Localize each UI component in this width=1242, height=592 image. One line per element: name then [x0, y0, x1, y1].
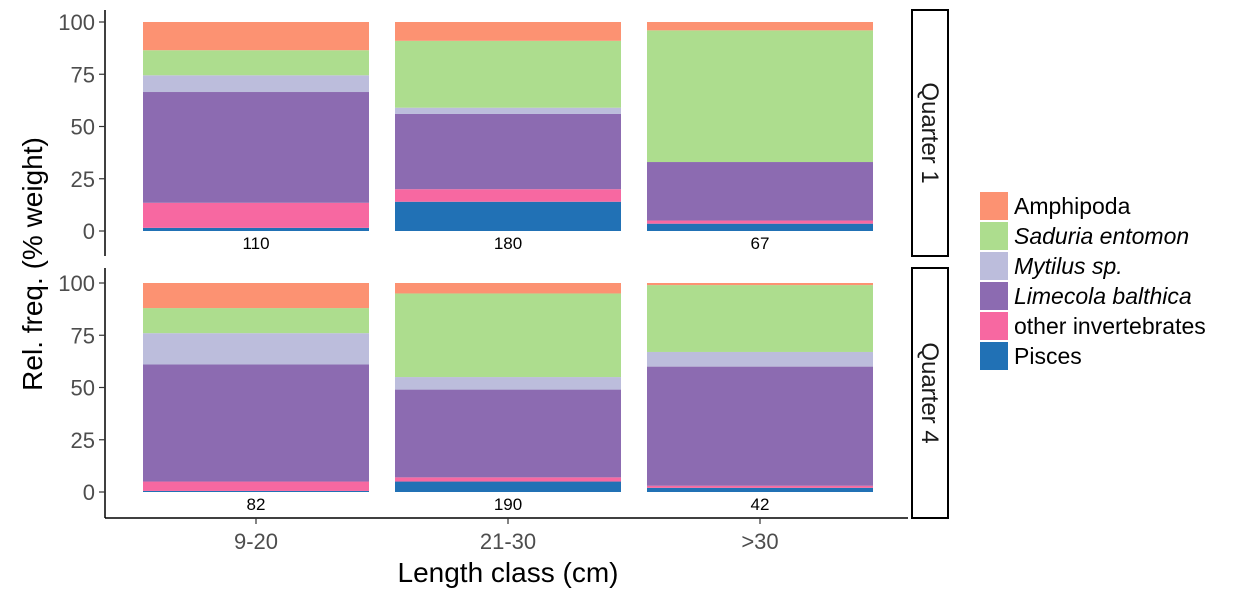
- bar-segment-other-invertebrates-quarter-4-9-20: [143, 481, 369, 491]
- bar-segment-other-invertebrates-quarter-4-21-30: [395, 477, 621, 482]
- legend-item-limecola-balthica: Limecola balthica: [980, 282, 1192, 310]
- x-tick-label: 9-20: [234, 529, 278, 554]
- legend-item-pisces: Pisces: [980, 342, 1082, 370]
- y-tick-label: 75: [71, 323, 95, 348]
- legend-label: Pisces: [1014, 343, 1082, 369]
- count-label: 67: [751, 234, 770, 253]
- bar-segment-pisces-quarter-1-30: [647, 223, 873, 231]
- bar-segment-pisces-quarter-4-21-30: [395, 481, 621, 492]
- legend-label: other invertebrates: [1014, 313, 1206, 339]
- legend-item-mytilus-sp: Mytilus sp.: [980, 252, 1123, 280]
- legend: Amphipoda Saduria entomon Mytilus sp. Limec…: [980, 192, 1206, 370]
- bar-segment-limecola-balthica-quarter-1-21-30: [395, 113, 621, 190]
- bar-segment-other-invertebrates-quarter-1-9-20: [143, 202, 369, 228]
- legend-swatch: [980, 312, 1008, 340]
- bar-segment-saduria-entomon-quarter-4-30: [647, 285, 873, 352]
- legend-swatch: [980, 282, 1008, 310]
- bar-segment-other-invertebrates-quarter-1-30: [647, 220, 873, 224]
- bar-segment-pisces-quarter-1-21-30: [395, 201, 621, 231]
- count-label: 180: [494, 234, 522, 253]
- legend-swatch: [980, 252, 1008, 280]
- facet-panels: 0 25 50 75 100 110 180 67 Quarter 1 0 25 50 75 100 82 1…: [58, 9, 949, 519]
- legend-item-other-invertebrates: other invertebrates: [980, 312, 1206, 340]
- legend-item-amphipoda: Amphipoda: [980, 192, 1131, 220]
- bar-segment-amphipoda-quarter-1-30: [647, 22, 873, 31]
- bar-segment-amphipoda-quarter-4-21-30: [395, 283, 621, 294]
- count-label: 82: [247, 495, 266, 514]
- legend-label: Limecola balthica: [1014, 283, 1192, 309]
- bar-segment-mytilus-sp-quarter-4-21-30: [395, 377, 621, 390]
- panel-quarter-4: 0 25 50 75 100 82 190 42 Quarter 4: [58, 267, 949, 519]
- bar-segment-mytilus-sp-quarter-1-9-20: [143, 75, 369, 93]
- bar-segment-saduria-entomon-quarter-4-21-30: [395, 293, 621, 378]
- y-tick-label: 100: [58, 271, 95, 296]
- y-tick-label: 75: [71, 62, 95, 87]
- bar-segment-mytilus-sp-quarter-1-21-30: [395, 107, 621, 114]
- y-tick-label: 0: [83, 219, 95, 244]
- y-tick-label: 25: [71, 428, 95, 453]
- bar-segment-other-invertebrates-quarter-4-30: [647, 485, 873, 488]
- bar-segment-amphipoda-quarter-4-30: [647, 283, 873, 286]
- x-tick-label: 21-30: [480, 529, 536, 554]
- bar-segment-pisces-quarter-1-9-20: [143, 227, 369, 231]
- bar-segment-saduria-entomon-quarter-1-9-20: [143, 50, 369, 76]
- legend-swatch: [980, 342, 1008, 370]
- bar-segment-saduria-entomon-quarter-4-9-20: [143, 308, 369, 334]
- bar-segment-limecola-balthica-quarter-4-21-30: [395, 389, 621, 478]
- bar-segment-amphipoda-quarter-4-9-20: [143, 283, 369, 309]
- y-tick-label: 100: [58, 10, 95, 35]
- facet-strip: [911, 267, 949, 519]
- bar-segment-limecola-balthica-quarter-4-30: [647, 366, 873, 486]
- legend-label: Saduria entomon: [1014, 223, 1189, 249]
- count-label: 42: [751, 495, 770, 514]
- y-tick-label: 25: [71, 167, 95, 192]
- bar-segment-pisces-quarter-4-9-20: [143, 490, 369, 492]
- facet-strip: [911, 9, 949, 257]
- bar-segment-saduria-entomon-quarter-1-30: [647, 30, 873, 163]
- panel-quarter-1: 0 25 50 75 100 110 180 67 Quarter 1: [58, 9, 949, 257]
- x-axis-title: Length class (cm): [398, 557, 619, 588]
- bar-segment-pisces-quarter-4-30: [647, 487, 873, 492]
- bar-segment-limecola-balthica-quarter-1-9-20: [143, 92, 369, 203]
- bar-segment-saduria-entomon-quarter-1-21-30: [395, 40, 621, 108]
- x-tick-label: >30: [741, 529, 778, 554]
- facet-strip-label: Quarter 1: [916, 82, 943, 183]
- bar-segment-limecola-balthica-quarter-4-9-20: [143, 364, 369, 482]
- y-tick-label: 50: [71, 115, 95, 140]
- legend-label: Mytilus sp.: [1014, 253, 1123, 279]
- legend-label: Amphipoda: [1014, 193, 1131, 219]
- y-tick-label: 50: [71, 376, 95, 401]
- bar-segment-other-invertebrates-quarter-1-21-30: [395, 189, 621, 202]
- y-axis-title: Rel. freq. (% weight): [17, 137, 48, 391]
- legend-item-saduria-entomon: Saduria entomon: [980, 222, 1189, 250]
- bar-segment-amphipoda-quarter-1-9-20: [143, 22, 369, 51]
- bar-segment-amphipoda-quarter-1-21-30: [395, 22, 621, 41]
- facet-strip-label: Quarter 4: [916, 342, 943, 443]
- count-label: 110: [242, 234, 269, 253]
- count-label: 190: [494, 495, 522, 514]
- x-axis: 9-20 21-30 >30: [105, 517, 908, 554]
- legend-swatch: [980, 192, 1008, 220]
- legend-swatch: [980, 222, 1008, 250]
- bar-segment-mytilus-sp-quarter-4-30: [647, 351, 873, 367]
- y-tick-label: 0: [83, 480, 95, 505]
- bar-segment-limecola-balthica-quarter-1-30: [647, 162, 873, 221]
- bar-segment-mytilus-sp-quarter-4-9-20: [143, 333, 369, 365]
